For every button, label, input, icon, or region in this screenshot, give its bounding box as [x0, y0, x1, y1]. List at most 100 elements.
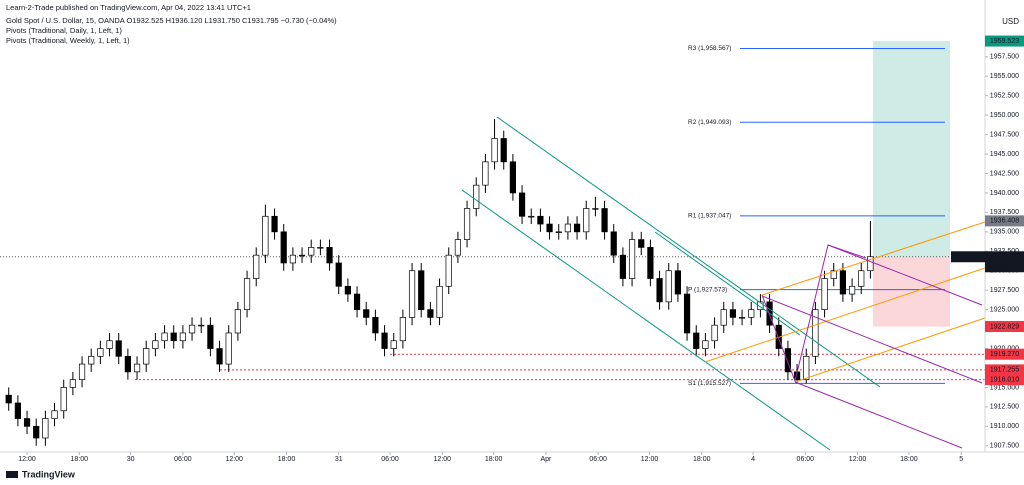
x-tick-label: 18:00: [485, 456, 503, 463]
candle-body: [344, 285, 351, 295]
candle-body: [473, 184, 480, 209]
candle-body: [243, 278, 251, 310]
candle-body: [509, 161, 516, 194]
y-tick-label: 1942.500: [990, 170, 1019, 177]
trend-line: [794, 317, 986, 383]
y-tick-label: 1910.000: [990, 423, 1019, 430]
candle-body: [399, 317, 406, 342]
x-tick-label: 4: [751, 456, 755, 463]
candle-body: [97, 348, 104, 357]
candle-body: [418, 270, 425, 310]
y-tick-label: 1957.500: [990, 54, 1019, 61]
candle-body: [665, 270, 672, 303]
candle-body: [115, 340, 122, 357]
price-marker-label: 1919.270: [990, 351, 1019, 358]
candle-body: [839, 270, 847, 295]
candle-body: [51, 410, 58, 419]
candle-body: [42, 418, 49, 439]
x-tick-label: 18:00: [693, 456, 711, 463]
candle-body: [683, 293, 691, 334]
x-tick-label: 18:00: [278, 456, 296, 463]
pattern-line: [827, 244, 983, 306]
drawings: [461, 116, 986, 451]
x-tick-label: 12:00: [18, 456, 36, 463]
brand: TradingView: [6, 469, 76, 479]
x-tick-label: 12:00: [849, 456, 867, 463]
price-marker: [985, 348, 1024, 360]
candle-body: [757, 301, 764, 310]
price-marker: [985, 251, 1024, 273]
candle-body: [711, 324, 718, 342]
candle-body: [234, 309, 241, 334]
take-profit-zone: [873, 41, 950, 257]
candle-body: [353, 293, 361, 310]
y-tick-label: 1955.000: [990, 73, 1019, 80]
channel-line: [496, 116, 881, 388]
candle-body: [78, 363, 86, 380]
countdown: 03:59: [996, 264, 1014, 271]
price-marker: [985, 364, 1024, 376]
y-tick-label: 1935.000: [990, 229, 1019, 236]
candle-body: [207, 324, 214, 349]
candle-body: [638, 239, 645, 248]
candle-body: [106, 340, 113, 349]
y-tick-label: 1940.000: [990, 190, 1019, 197]
pattern-line: [794, 381, 963, 449]
candle-body: [830, 270, 837, 279]
candle-body: [812, 309, 819, 357]
candle-body: [656, 278, 663, 303]
plot-area: R3 (1,958.567) R2 (1,949.093) R1 (1,937.04…: [0, 41, 985, 446]
candle-body: [720, 309, 727, 326]
candle-body: [729, 309, 737, 318]
candle-body: [848, 285, 856, 295]
x-tick-label: 18:00: [71, 456, 89, 463]
candle-body: [463, 208, 471, 240]
candle-body: [262, 215, 269, 256]
candle-body: [298, 254, 306, 257]
candle-body: [555, 231, 562, 233]
y-tick-label: 1927.500: [990, 287, 1019, 294]
candle-body: [69, 379, 76, 388]
candle-body: [610, 231, 617, 256]
candle-body: [619, 254, 627, 279]
attribution: Learn-2-Trade published on TradingView.c…: [6, 3, 251, 12]
symbol-label: XAUUSD: [954, 253, 981, 260]
candle-body: [5, 394, 12, 404]
candle-body: [546, 223, 553, 233]
candle-body: [867, 256, 874, 272]
candle-body: [500, 138, 507, 163]
candle-body: [784, 348, 792, 373]
price-marker: [985, 35, 1024, 47]
pivot-label: S1 (1,915.527): [688, 380, 731, 387]
y-tick-label: 1937.500: [990, 209, 1019, 216]
x-tick-label: 12:00: [225, 456, 243, 463]
candle-body: [308, 247, 315, 256]
channel-line: [654, 231, 801, 336]
candle-body: [198, 324, 205, 327]
candle-body: [152, 340, 159, 349]
pivot-label: R1 (1,937.047): [688, 213, 731, 220]
candle-body: [23, 418, 31, 427]
candle-body: [179, 332, 186, 342]
candle-body: [216, 348, 223, 365]
candle-body: [454, 239, 461, 256]
candle-body: [326, 247, 333, 264]
candle-body: [271, 215, 278, 233]
candle-body: [693, 332, 700, 349]
trend-line: [761, 221, 986, 296]
candle-body: [738, 317, 746, 319]
candle-body: [363, 309, 370, 318]
currency: USD: [1002, 17, 1019, 26]
candle-body: [335, 262, 342, 287]
candle-body: [317, 247, 324, 249]
price-marker-label: 1936.408: [990, 218, 1019, 225]
legend-line: Pivots (Traditional, Weekly, 1, Left, 1): [6, 36, 130, 45]
candle-body: [14, 402, 21, 419]
candle-body: [124, 355, 131, 373]
candle-body: [225, 332, 232, 365]
x-tick-label: 06:00: [797, 456, 815, 463]
x-tick-label: 31: [335, 456, 343, 463]
pivot-label: R2 (1,949.093): [688, 119, 731, 126]
candle-body: [33, 425, 40, 439]
